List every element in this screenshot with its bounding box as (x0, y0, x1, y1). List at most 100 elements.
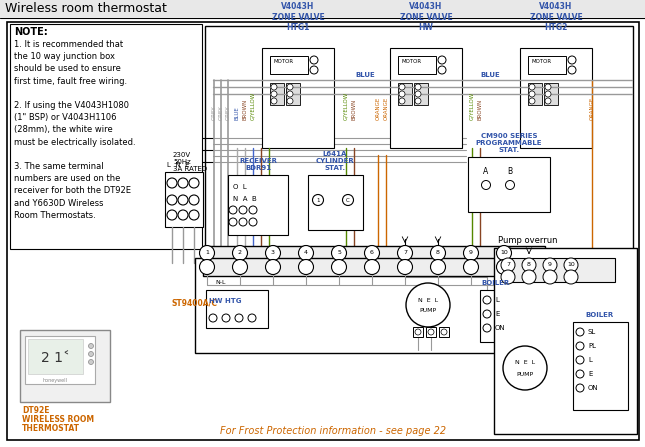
Text: numbers are used on the: numbers are used on the (14, 174, 121, 183)
Text: V4043H
ZONE VALVE
HW: V4043H ZONE VALVE HW (400, 2, 452, 32)
Bar (195, 258, 555, 353)
Bar (20, 330, 110, 402)
Circle shape (464, 260, 479, 274)
Text: BLUE: BLUE (355, 72, 375, 78)
Text: PL: PL (588, 343, 596, 349)
Circle shape (483, 296, 491, 304)
Text: B: B (508, 168, 513, 177)
Text: A: A (483, 168, 489, 177)
Circle shape (529, 98, 535, 104)
Circle shape (232, 260, 248, 274)
Circle shape (415, 98, 421, 104)
Text: L: L (588, 357, 592, 363)
Text: (28mm), the white wire: (28mm), the white wire (14, 126, 113, 135)
Text: L641A
CYLINDER
STAT.: L641A CYLINDER STAT. (315, 151, 354, 171)
Bar (390, 48, 462, 148)
Text: receiver for both the DT92E: receiver for both the DT92E (14, 186, 131, 195)
Text: PUMP: PUMP (419, 308, 437, 313)
Text: should be used to ensure: should be used to ensure (14, 64, 121, 73)
Circle shape (229, 218, 237, 226)
Text: 230V
50Hz
3A RATED: 230V 50Hz 3A RATED (173, 152, 207, 172)
Circle shape (222, 314, 230, 322)
Circle shape (399, 84, 405, 90)
Text: ON: ON (495, 325, 506, 331)
Bar (468, 157, 550, 212)
Circle shape (506, 181, 515, 190)
Bar (505, 258, 615, 282)
Circle shape (239, 206, 247, 214)
Circle shape (406, 283, 450, 327)
Text: V4043H
ZONE VALVE
HTG1: V4043H ZONE VALVE HTG1 (272, 2, 324, 32)
Text: For Frost Protection information - see page 22: For Frost Protection information - see p… (220, 426, 446, 436)
Circle shape (287, 91, 293, 97)
Text: CM900 SERIES
PROGRAMMABLE
STAT.: CM900 SERIES PROGRAMMABLE STAT. (476, 133, 542, 153)
Circle shape (522, 270, 536, 284)
Text: 2 1˂: 2 1˂ (41, 351, 70, 365)
Circle shape (576, 328, 584, 336)
Circle shape (503, 346, 547, 390)
Text: 8: 8 (527, 262, 531, 267)
Circle shape (415, 329, 421, 335)
Circle shape (483, 310, 491, 318)
Text: 3: 3 (271, 250, 275, 256)
Text: 1. It is recommended that: 1. It is recommended that (14, 40, 123, 49)
Circle shape (167, 195, 177, 205)
Bar (270, 83, 284, 105)
Circle shape (543, 270, 557, 284)
Text: GREY: GREY (219, 105, 224, 120)
Circle shape (235, 314, 243, 322)
Text: BROWN: BROWN (352, 99, 357, 120)
Circle shape (522, 258, 536, 272)
Text: 9: 9 (469, 250, 473, 256)
Circle shape (464, 245, 479, 261)
Text: E: E (495, 311, 499, 317)
Bar (206, 290, 268, 328)
Circle shape (397, 260, 413, 274)
Text: 10: 10 (500, 250, 508, 256)
Text: first time, fault free wiring.: first time, fault free wiring. (14, 76, 127, 85)
Bar (426, 327, 436, 337)
Circle shape (178, 178, 188, 188)
Circle shape (248, 314, 256, 322)
Text: HW HTG: HW HTG (209, 298, 241, 304)
Text: 3. The same terminal: 3. The same terminal (14, 162, 104, 171)
Circle shape (271, 91, 277, 97)
Circle shape (88, 351, 94, 357)
Text: N-L: N-L (215, 280, 226, 285)
Circle shape (178, 195, 188, 205)
Text: honeywell: honeywell (43, 378, 68, 383)
Text: 2. If using the V4043H1080: 2. If using the V4043H1080 (14, 101, 129, 110)
Circle shape (545, 91, 551, 97)
Text: 4: 4 (304, 250, 308, 256)
Text: RECEIVER
BDR91: RECEIVER BDR91 (239, 158, 277, 171)
Bar (398, 56, 436, 74)
Circle shape (310, 56, 318, 64)
Circle shape (497, 245, 511, 261)
Circle shape (266, 260, 281, 274)
Bar (414, 83, 428, 105)
Bar (573, 322, 628, 410)
Bar (0, 0, 645, 18)
Circle shape (364, 260, 379, 274)
Text: ORANGE: ORANGE (590, 97, 595, 120)
Text: 1: 1 (316, 198, 320, 202)
Circle shape (564, 258, 578, 272)
Text: ORANGE: ORANGE (375, 97, 381, 120)
Circle shape (88, 343, 94, 349)
Text: 6: 6 (370, 250, 374, 256)
Circle shape (438, 56, 446, 64)
Text: THERMOSTAT: THERMOSTAT (22, 424, 80, 433)
Circle shape (428, 329, 434, 335)
Circle shape (438, 66, 446, 74)
Circle shape (199, 260, 215, 274)
Text: 10: 10 (567, 262, 575, 267)
Circle shape (271, 84, 277, 90)
Text: NOTE:: NOTE: (14, 27, 48, 37)
Bar (205, 26, 633, 256)
Text: BLUE: BLUE (235, 106, 239, 120)
Text: ORANGE: ORANGE (384, 97, 388, 120)
Bar (480, 290, 513, 342)
Text: ON: ON (588, 385, 599, 391)
Text: the 10 way junction box: the 10 way junction box (14, 52, 115, 61)
Text: G/YELLOW: G/YELLOW (250, 92, 255, 120)
